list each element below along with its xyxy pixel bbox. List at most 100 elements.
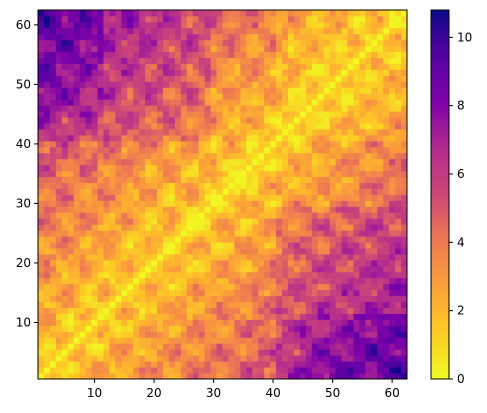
heatmap-cell bbox=[127, 331, 134, 338]
heatmap-cell bbox=[228, 57, 235, 64]
heatmap-cell bbox=[371, 105, 378, 112]
heatmap-cell bbox=[43, 218, 51, 225]
heatmap-cell bbox=[246, 230, 253, 237]
heatmap-cell bbox=[162, 343, 170, 350]
heatmap-cell bbox=[186, 319, 194, 326]
heatmap-cell bbox=[282, 337, 289, 344]
heatmap-cell bbox=[121, 337, 128, 344]
heatmap-cell bbox=[246, 224, 253, 231]
heatmap-cell bbox=[61, 331, 69, 338]
heatmap-cell bbox=[347, 301, 354, 308]
heatmap-cell bbox=[79, 265, 87, 273]
heatmap-cell bbox=[293, 140, 301, 148]
heatmap-cell bbox=[198, 218, 206, 225]
heatmap-cell bbox=[365, 99, 372, 106]
heatmap-cell bbox=[401, 81, 408, 88]
heatmap-cell bbox=[79, 236, 87, 243]
heatmap-cell bbox=[222, 176, 229, 183]
heatmap-cell bbox=[389, 81, 396, 88]
heatmap-cell bbox=[222, 230, 229, 237]
heatmap-cell bbox=[85, 134, 92, 142]
heatmap-cell bbox=[121, 224, 128, 231]
heatmap-cell bbox=[109, 313, 116, 320]
heatmap-cell bbox=[264, 230, 271, 237]
heatmap-cell bbox=[204, 63, 211, 70]
heatmap-cell bbox=[192, 152, 200, 160]
heatmap-cell bbox=[222, 10, 229, 17]
heatmap-cell bbox=[347, 158, 354, 166]
heatmap-cell bbox=[383, 176, 390, 183]
heatmap-cell bbox=[91, 301, 98, 308]
heatmap-cell bbox=[270, 319, 277, 326]
heatmap-cell bbox=[133, 206, 140, 213]
heatmap-cell bbox=[383, 140, 390, 148]
heatmap-cell bbox=[287, 194, 295, 201]
heatmap-cell bbox=[204, 140, 211, 148]
heatmap-cell bbox=[293, 349, 301, 356]
heatmap-cell bbox=[377, 129, 384, 136]
heatmap-cell bbox=[151, 242, 158, 249]
heatmap-cell bbox=[168, 15, 176, 23]
heatmap-cell bbox=[293, 51, 301, 59]
heatmap-cell bbox=[287, 319, 295, 326]
heatmap-cell bbox=[127, 158, 134, 166]
heatmap-cell bbox=[246, 15, 253, 23]
heatmap-cell bbox=[145, 69, 152, 76]
heatmap-cell bbox=[85, 27, 92, 35]
heatmap-cell bbox=[127, 230, 134, 237]
heatmap-cell bbox=[293, 117, 301, 124]
heatmap-cell bbox=[73, 45, 81, 53]
heatmap-cell bbox=[115, 194, 122, 201]
heatmap-cell bbox=[317, 271, 325, 279]
heatmap-cell bbox=[282, 99, 289, 106]
heatmap-cell bbox=[139, 254, 146, 261]
heatmap-cell bbox=[228, 117, 235, 124]
heatmap-cell bbox=[198, 164, 206, 172]
heatmap-cell bbox=[79, 123, 87, 130]
heatmap-cell bbox=[127, 27, 134, 35]
heatmap-cell bbox=[329, 200, 336, 207]
heatmap-cell bbox=[311, 164, 319, 172]
heatmap-cell bbox=[61, 182, 69, 189]
heatmap-cell bbox=[264, 265, 271, 273]
heatmap-cell bbox=[317, 105, 325, 112]
heatmap-cell bbox=[246, 367, 253, 374]
heatmap-cell bbox=[246, 271, 253, 279]
heatmap-cell bbox=[73, 158, 81, 166]
heatmap-cell bbox=[389, 21, 396, 29]
heatmap-cell bbox=[323, 164, 331, 172]
heatmap-cell bbox=[234, 319, 241, 326]
heatmap-cell bbox=[67, 182, 75, 189]
heatmap-cell bbox=[97, 170, 104, 178]
heatmap-cell bbox=[151, 176, 158, 183]
heatmap-cell bbox=[329, 271, 336, 279]
heatmap-cell bbox=[139, 361, 146, 368]
heatmap-cell bbox=[103, 99, 110, 106]
heatmap-cell bbox=[305, 313, 313, 320]
heatmap-cell bbox=[341, 188, 348, 195]
heatmap-cell bbox=[317, 87, 325, 94]
heatmap-cell bbox=[347, 349, 354, 356]
heatmap-cell bbox=[103, 188, 110, 195]
heatmap-cell bbox=[234, 63, 241, 70]
heatmap-cell bbox=[55, 182, 63, 189]
heatmap-cell bbox=[55, 313, 63, 320]
heatmap-cell bbox=[359, 206, 366, 213]
heatmap-cell bbox=[401, 57, 408, 64]
heatmap-cell bbox=[210, 123, 217, 130]
heatmap-cell bbox=[341, 325, 348, 332]
heatmap-cell bbox=[305, 117, 313, 124]
heatmap-cell bbox=[383, 230, 390, 237]
heatmap-cell bbox=[347, 99, 354, 106]
heatmap-cell bbox=[311, 367, 319, 374]
heatmap-cell bbox=[276, 194, 283, 201]
heatmap-cell bbox=[79, 248, 87, 255]
heatmap-cell bbox=[55, 129, 63, 136]
heatmap-cell bbox=[341, 254, 348, 261]
heatmap-cell bbox=[162, 170, 170, 178]
heatmap-cell bbox=[204, 230, 211, 237]
heatmap-cell bbox=[311, 307, 319, 314]
heatmap-cell bbox=[401, 200, 408, 207]
heatmap-cell bbox=[264, 188, 271, 195]
heatmap-cell bbox=[365, 283, 372, 291]
